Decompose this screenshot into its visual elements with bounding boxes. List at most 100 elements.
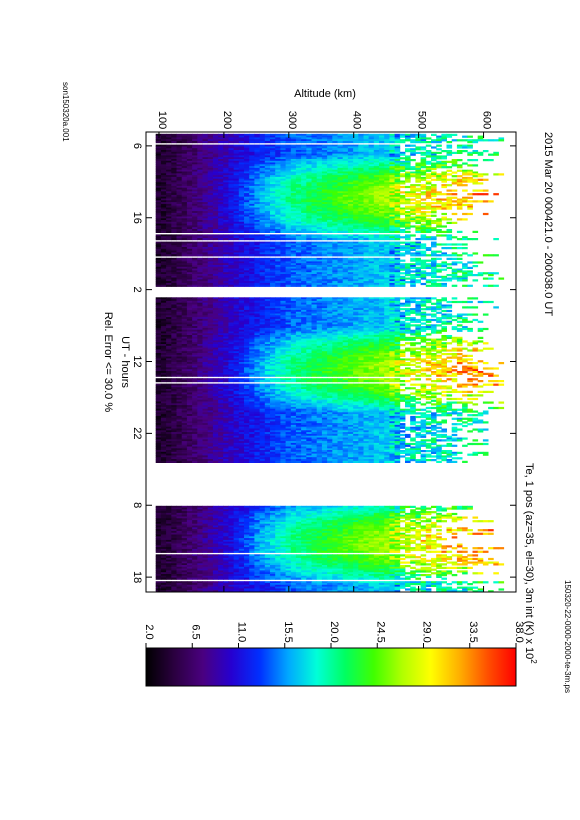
heatmap-cell xyxy=(197,241,203,244)
heatmap-cell xyxy=(155,304,162,307)
heatmap-cell xyxy=(316,171,323,174)
heatmap-cell xyxy=(192,268,198,271)
heatmap-cell xyxy=(218,309,224,313)
heatmap-cell xyxy=(171,223,177,226)
heatmap-cell xyxy=(233,245,240,248)
heatmap-cell xyxy=(327,150,333,153)
heatmap-cell xyxy=(254,252,260,255)
heatmap-cell xyxy=(311,184,318,187)
heatmap-cell xyxy=(446,203,453,207)
heatmap-cell xyxy=(202,146,209,149)
heatmap-cell xyxy=(332,184,338,187)
heatmap-cell xyxy=(186,309,193,313)
heatmap-cell xyxy=(394,160,401,163)
heatmap-cell xyxy=(316,248,323,251)
heatmap-cell xyxy=(207,159,214,162)
heatmap-cell xyxy=(280,234,286,237)
heatmap-cell xyxy=(192,157,198,160)
heatmap-cell xyxy=(181,200,188,203)
heatmap-cell xyxy=(431,297,437,300)
heatmap-cell xyxy=(254,268,260,271)
heatmap-cell xyxy=(311,259,318,262)
heatmap-cell xyxy=(389,191,395,194)
heatmap-cell xyxy=(446,229,453,232)
heatmap-cell xyxy=(306,252,312,255)
heatmap-cell xyxy=(415,274,421,277)
heatmap-cell xyxy=(389,211,395,214)
heatmap-cell xyxy=(410,193,416,196)
heatmap-cell xyxy=(321,221,328,224)
heatmap-cell xyxy=(285,180,292,183)
heatmap-cell xyxy=(233,234,240,237)
heatmap-cell xyxy=(290,274,297,277)
heatmap-cell xyxy=(192,238,198,241)
heatmap-cell xyxy=(249,275,255,278)
heatmap-cell xyxy=(295,268,302,271)
heatmap-cell xyxy=(446,133,453,136)
heatmap-cell xyxy=(399,180,406,183)
heatmap-cell xyxy=(218,252,224,255)
heatmap-cell xyxy=(446,218,453,221)
heatmap-cell xyxy=(254,297,260,300)
heatmap-cell xyxy=(176,146,183,149)
heatmap-cell xyxy=(373,308,380,311)
heatmap-cell xyxy=(301,238,307,241)
heatmap-cell xyxy=(394,178,401,181)
heatmap-cell xyxy=(467,139,473,142)
heatmap-cell xyxy=(218,182,224,185)
heatmap-cell xyxy=(264,230,271,233)
heatmap-cell xyxy=(431,227,437,230)
heatmap-cell xyxy=(321,223,328,226)
heatmap-cell xyxy=(389,166,395,169)
heatmap-cell xyxy=(316,212,323,216)
heatmap-cell xyxy=(384,150,390,153)
heatmap-cell xyxy=(337,160,344,163)
heatmap-cell xyxy=(405,304,411,307)
heatmap-cell xyxy=(223,193,229,196)
heatmap-cell xyxy=(223,184,229,187)
heatmap-cell xyxy=(394,203,401,207)
heatmap-cell xyxy=(270,214,276,217)
heatmap-cell xyxy=(379,178,385,181)
heatmap-cell xyxy=(337,259,344,262)
heatmap-cell xyxy=(171,230,177,233)
heatmap-cell xyxy=(394,309,401,313)
heatmap-cell xyxy=(394,133,401,136)
heatmap-cell xyxy=(238,265,245,268)
heatmap-cell xyxy=(379,133,385,136)
heatmap-cell xyxy=(244,277,250,280)
heatmap-cell xyxy=(399,153,406,156)
heatmap-cell xyxy=(202,135,209,138)
heatmap-cell xyxy=(290,144,297,147)
heatmap-cell xyxy=(192,254,198,257)
heatmap-cell xyxy=(244,141,250,144)
heatmap-cell xyxy=(306,279,312,282)
heatmap-cell xyxy=(212,203,219,207)
heatmap-cell xyxy=(275,153,281,156)
heatmap-cell xyxy=(166,259,172,262)
heatmap-cell xyxy=(270,184,276,187)
heatmap-cell xyxy=(295,261,302,264)
heatmap-cell xyxy=(306,254,312,257)
heatmap-cell xyxy=(280,169,286,172)
heatmap-cell xyxy=(311,234,318,237)
heatmap-cell xyxy=(186,178,193,181)
heatmap-cell xyxy=(228,148,234,151)
heatmap-cell xyxy=(373,245,380,248)
heatmap-cell xyxy=(166,274,172,277)
heatmap-cell xyxy=(176,277,183,280)
heatmap-cell xyxy=(270,248,276,251)
heatmap-cell xyxy=(379,250,385,253)
heatmap-cell xyxy=(446,198,453,201)
heatmap-cell xyxy=(399,266,406,269)
heatmap-cell xyxy=(275,302,281,305)
heatmap-cell xyxy=(207,297,214,300)
heatmap-cell xyxy=(477,189,484,192)
heatmap-cell xyxy=(337,144,344,147)
heatmap-cell xyxy=(353,137,359,140)
heatmap-cell xyxy=(316,304,323,307)
heatmap-cell xyxy=(280,299,286,302)
heatmap-cell xyxy=(358,151,364,154)
heatmap-cell xyxy=(327,196,333,199)
heatmap-cell xyxy=(425,266,432,269)
